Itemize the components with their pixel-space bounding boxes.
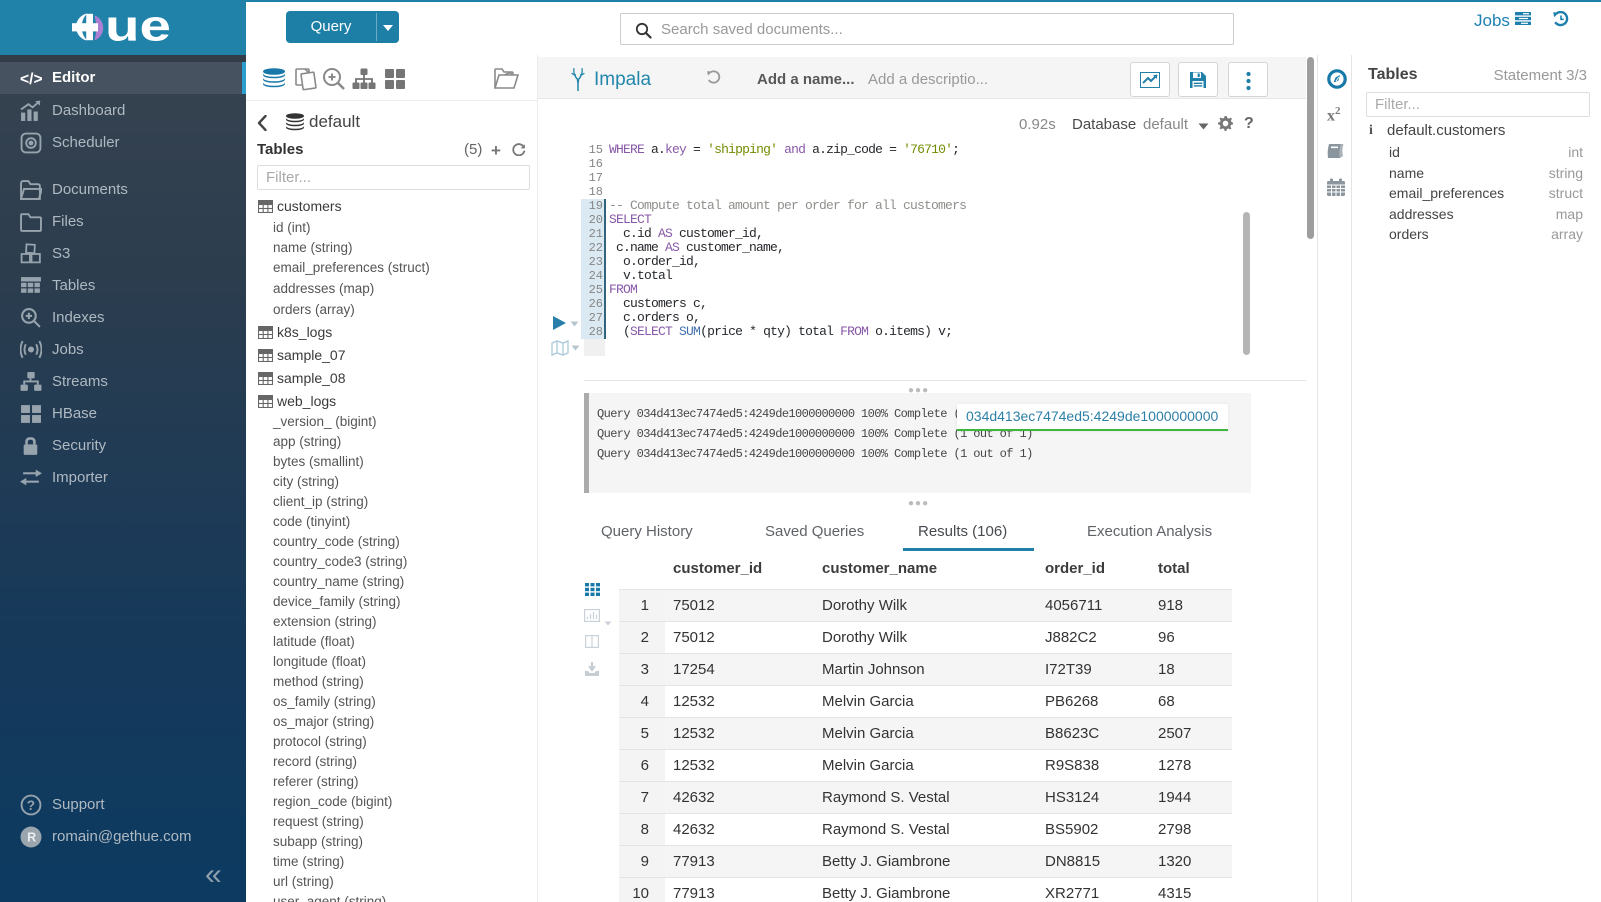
svg-text:?: ?: [27, 798, 35, 813]
svg-text:ue: ue: [105, 13, 171, 41]
svg-text:</>: </>: [20, 71, 42, 88]
svg-text:R: R: [27, 831, 36, 845]
